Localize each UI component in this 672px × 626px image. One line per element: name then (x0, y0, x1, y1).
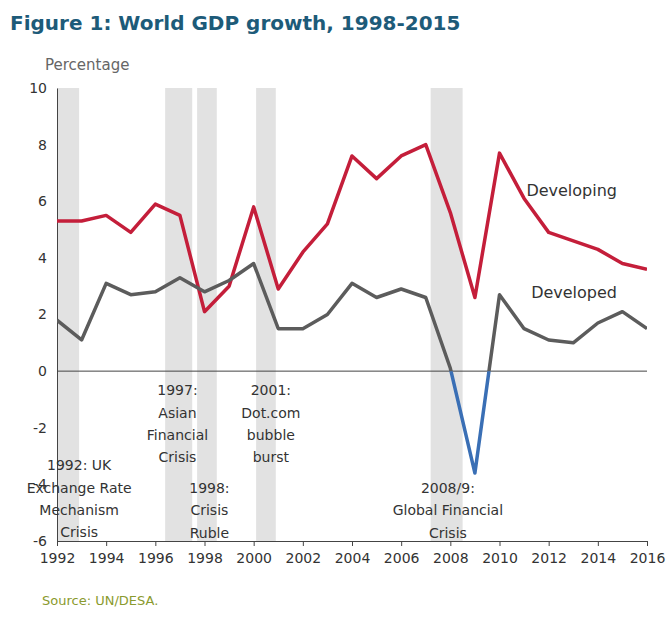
annotation-line: Mechanism (39, 502, 119, 518)
annotation-line: 1992: UK (47, 457, 112, 473)
annotation-line: Crisis (190, 502, 228, 518)
x-tick-mark (254, 541, 255, 546)
x-tick-mark (598, 541, 599, 546)
y-tick: -6 (33, 533, 57, 549)
y-tick-label: 0 (38, 363, 47, 379)
x-tick: 2010 (482, 541, 518, 566)
y-tick: 4 (38, 250, 57, 266)
y-axis-line (57, 89, 58, 542)
x-tick: 2012 (531, 541, 567, 566)
annotation: 2001: Dot.com bubble burst (241, 382, 300, 465)
source: Source: UN/DESA. (42, 593, 158, 608)
x-tick: 2008 (433, 541, 469, 566)
chart: Figure 1: World GDP growth, 1998-2015 Per… (0, 0, 672, 626)
y-tick-label: 10 (29, 80, 47, 96)
y-tick-label: 2 (38, 306, 47, 322)
y-tick: 6 (38, 193, 57, 209)
series-lines (57, 145, 647, 473)
annotation-line: Crisis (159, 449, 197, 465)
zero-line (57, 371, 647, 372)
series-line (57, 264, 647, 372)
x-axis-line (58, 542, 648, 547)
x-tick: 1994 (89, 541, 125, 566)
annotation-line: Crisis (60, 524, 98, 540)
x-tick: 1996 (138, 541, 174, 566)
x-tick-mark (205, 541, 206, 546)
annotation-line: bubble (247, 427, 295, 443)
x-tick-label: 2000 (236, 550, 272, 566)
annotation: 1998: Crisis Ruble (189, 480, 229, 541)
x-tick-label: 2012 (531, 550, 567, 566)
x-tick-mark (303, 541, 304, 546)
annotation-line: Asian (158, 405, 196, 421)
x-tick-label: 1994 (89, 550, 125, 566)
y-tick-label: 8 (38, 137, 47, 153)
crisis-band (165, 88, 192, 541)
series-label: Developing (526, 181, 617, 200)
x-tick-mark (450, 541, 451, 546)
series-group (57, 264, 647, 372)
x-tick-mark (57, 541, 58, 546)
x-tick-mark (500, 541, 501, 546)
x-tick-mark (549, 541, 550, 546)
y-tick-label: 6 (38, 193, 47, 209)
y-tick-label: 4 (38, 250, 47, 266)
x-tick: 2002 (286, 541, 322, 566)
y-tick: -2 (33, 420, 57, 436)
x-tick-mark (106, 541, 107, 546)
series-label: Developed (531, 283, 617, 302)
annotation-line: Dot.com (241, 405, 300, 421)
crisis-band (197, 88, 217, 541)
x-tick-mark (647, 541, 648, 546)
x-tick: 2016 (630, 541, 666, 566)
x-tick-label: 1996 (138, 550, 174, 566)
x-tick: 1998 (187, 541, 223, 566)
annotation-line: Crisis (429, 525, 467, 541)
annotation: 2008/9: Global Financial Crisis (393, 480, 503, 541)
series-group (57, 145, 647, 312)
annotation-line: Ruble (190, 525, 229, 541)
annotation: 1992: UK Exchange Rate Mechanism Crisis (27, 457, 132, 540)
y-tick-label: -6 (33, 533, 47, 549)
annotation-line: 1997: (157, 382, 197, 398)
annotation-line: Global Financial (393, 502, 503, 518)
y-tick: 0 (38, 363, 57, 379)
x-tick-label: 2006 (384, 550, 420, 566)
series-line (57, 145, 647, 312)
x-tick: 2004 (335, 541, 371, 566)
series-line-negative (57, 371, 647, 473)
x-tick: 2006 (384, 541, 420, 566)
annotation-line: burst (253, 449, 290, 465)
x-tick-label: 2004 (335, 550, 371, 566)
x-axis: 1992 1994 1996 1998 2000 2002 2004 2006 2008 2010… (40, 541, 666, 566)
x-tick-label: 1992 (40, 550, 76, 566)
y-tick-label: -2 (33, 420, 47, 436)
x-tick: 2000 (236, 541, 272, 566)
x-tick: 2014 (581, 541, 617, 566)
y-tick: 10 (29, 80, 57, 96)
x-tick-mark (352, 541, 353, 546)
y-axis-title: Percentage (45, 56, 129, 74)
title: Figure 1: World GDP growth, 1998-2015 (10, 11, 460, 35)
x-tick-label: 2002 (286, 550, 322, 566)
x-tick-label: 2008 (433, 550, 469, 566)
y-tick: 2 (38, 306, 57, 322)
x-tick-label: 2014 (581, 550, 617, 566)
annotation-line: 1998: (189, 480, 229, 496)
annotation-line: 2001: (251, 382, 291, 398)
series-group-negative (57, 371, 647, 473)
crisis-band (431, 88, 463, 541)
x-tick-mark (155, 541, 156, 546)
annotation-line: Financial (147, 427, 208, 443)
y-tick: 8 (38, 137, 57, 153)
annotation-line: 2008/9: (421, 480, 475, 496)
annotation: 1997: Asian Financial Crisis (147, 382, 208, 465)
x-tick-mark (401, 541, 402, 546)
x-tick-label: 2016 (630, 550, 666, 566)
x-tick-label: 1998 (187, 550, 223, 566)
annotation-line: Exchange Rate (27, 480, 132, 496)
x-tick-label: 2010 (482, 550, 518, 566)
